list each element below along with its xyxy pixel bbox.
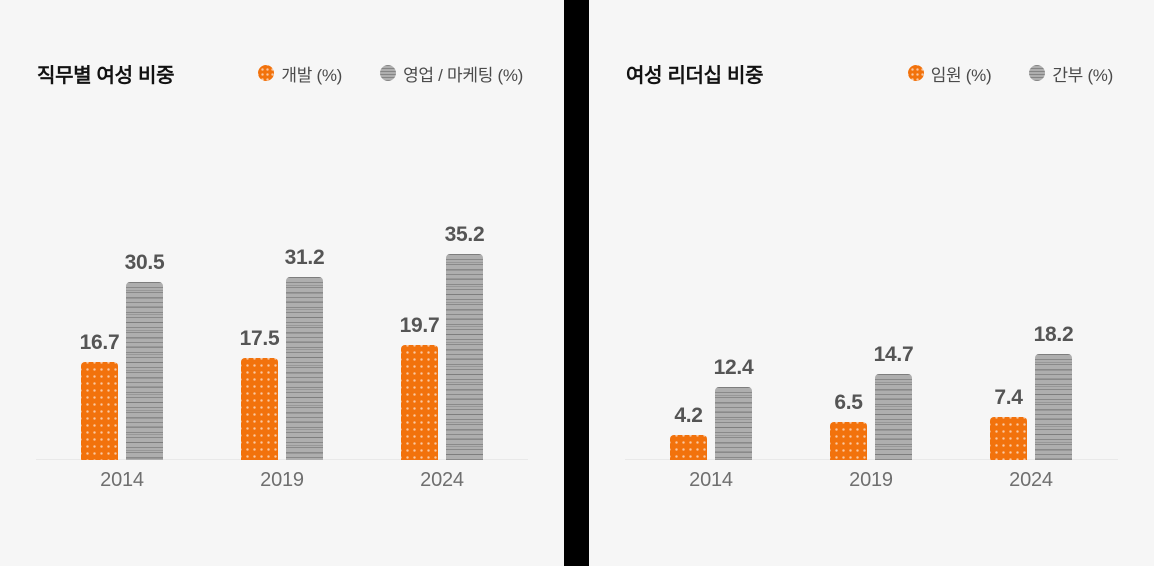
bar-value-label: 17.5 <box>239 327 280 350</box>
bar-orange <box>990 417 1027 460</box>
chart-title: 직무별 여성 비중 <box>37 64 175 87</box>
bar-value-label: 4.2 <box>674 404 703 427</box>
legend: 개발 (%) 영업 / 마케팅 (%) <box>258 61 523 86</box>
bar-orange <box>830 422 867 460</box>
x-tick-label: 2024 <box>1009 469 1053 491</box>
chart-header: 여성 리더십 비중 임원 (%) 간부 (%) <box>626 58 1113 88</box>
chart-panel-leadership-ratio: 여성 리더십 비중 임원 (%) 간부 (%) 2014 4.2 12.4 2019 6… <box>589 0 1154 566</box>
legend-item-dev: 개발 (%) <box>258 61 342 86</box>
x-tick-label: 2019 <box>260 469 304 491</box>
bar-gray <box>715 387 752 460</box>
legend-label: 영업 / 마케팅 (%) <box>403 65 523 85</box>
x-axis-baseline <box>625 459 1118 460</box>
bar-value-label: 18.2 <box>1033 323 1074 346</box>
legend-item-managers: 간부 (%) <box>1029 61 1113 86</box>
chart-panel-job-ratio: 직무별 여성 비중 개발 (%) 영업 / 마케팅 (%) 2014 16.7 30… <box>0 0 564 566</box>
x-tick-label: 2024 <box>420 469 464 491</box>
bar-value-label: 7.4 <box>994 386 1023 409</box>
bar-value-label: 30.5 <box>124 251 165 274</box>
bar-gray <box>1035 354 1072 460</box>
bar-value-label: 14.7 <box>873 343 914 366</box>
bar-value-label: 16.7 <box>79 331 120 354</box>
gray-striped-swatch-icon <box>380 65 397 81</box>
orange-dotted-swatch-icon <box>258 65 275 81</box>
chart-header: 직무별 여성 비중 개발 (%) 영업 / 마케팅 (%) <box>37 58 523 88</box>
legend: 임원 (%) 간부 (%) <box>907 61 1113 86</box>
bar-orange <box>241 358 278 460</box>
panel-divider <box>564 0 589 566</box>
bar-gray <box>286 277 323 460</box>
legend-label: 임원 (%) <box>930 65 992 85</box>
bar-orange <box>401 345 438 460</box>
bar-orange <box>670 435 707 460</box>
bar-plot-area: 2014 16.7 30.5 2019 17.5 31.2 2024 19.7 35.2 <box>0 0 564 566</box>
legend-label: 개발 (%) <box>281 65 343 85</box>
chart-title: 여성 리더십 비중 <box>626 64 764 87</box>
gray-striped-swatch-icon <box>1029 65 1046 81</box>
bar-gray <box>446 254 483 460</box>
x-tick-label: 2014 <box>100 469 144 491</box>
x-tick-label: 2014 <box>689 469 733 491</box>
bar-value-label: 12.4 <box>713 356 754 379</box>
bar-value-label: 31.2 <box>284 246 325 269</box>
legend-item-sales-marketing: 영업 / 마케팅 (%) <box>380 61 523 86</box>
bar-orange <box>81 362 118 460</box>
x-axis-baseline <box>36 459 528 460</box>
bar-value-label: 35.2 <box>444 223 485 246</box>
orange-dotted-swatch-icon <box>907 65 924 81</box>
bar-plot-area: 2014 4.2 12.4 2019 6.5 14.7 2024 7.4 18.2 <box>589 0 1154 566</box>
legend-item-executives: 임원 (%) <box>907 61 992 86</box>
x-tick-label: 2019 <box>849 469 893 491</box>
bar-gray <box>875 374 912 460</box>
legend-label: 간부 (%) <box>1052 65 1113 85</box>
bar-value-label: 19.7 <box>399 314 440 337</box>
bar-value-label: 6.5 <box>834 391 863 414</box>
bar-gray <box>126 282 163 460</box>
